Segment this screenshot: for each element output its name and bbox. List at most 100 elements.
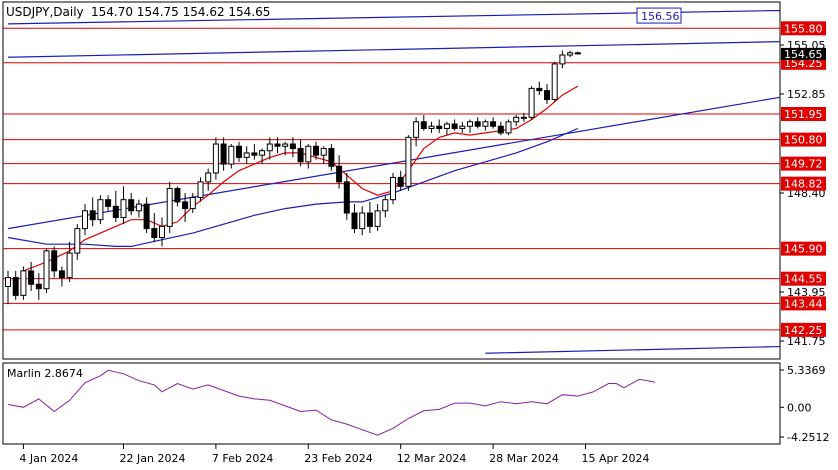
candle[interactable] (420, 115, 427, 131)
candlesticks[interactable] (5, 50, 581, 305)
candle[interactable] (474, 117, 481, 129)
candle[interactable] (274, 137, 281, 153)
candle[interactable] (58, 266, 65, 287)
candle[interactable] (228, 144, 235, 169)
candle-body (359, 212, 366, 230)
candle[interactable] (544, 83, 550, 104)
level-label-box (781, 156, 826, 171)
candle[interactable] (351, 204, 358, 234)
candle[interactable] (459, 121, 466, 133)
candle[interactable] (112, 190, 119, 222)
candle-body (220, 143, 227, 165)
candle-body (374, 210, 381, 227)
candle-body (536, 87, 543, 92)
candle[interactable] (428, 121, 435, 133)
candle[interactable] (43, 248, 50, 294)
level-label: 154.25 (784, 57, 823, 70)
candle[interactable] (413, 117, 420, 147)
candle[interactable] (66, 241, 73, 283)
candle[interactable] (251, 144, 258, 160)
candle[interactable] (513, 115, 520, 127)
candle-body (574, 52, 581, 55)
candle[interactable] (243, 146, 250, 165)
candle[interactable] (297, 139, 304, 167)
candle[interactable] (82, 204, 88, 236)
candle[interactable] (189, 193, 196, 214)
candle[interactable] (205, 168, 212, 191)
candle[interactable] (266, 137, 273, 160)
candle[interactable] (5, 270, 11, 305)
candle[interactable] (320, 146, 327, 165)
candle[interactable] (135, 199, 142, 218)
channel-line (7, 41, 781, 58)
time-axis: 4 Jan 2024 22 Jan 2024 7 Feb 2024 23 Feb 20… (19, 444, 650, 465)
candle-body (497, 125, 504, 134)
candle[interactable] (313, 141, 319, 160)
candle[interactable] (559, 50, 566, 69)
candle[interactable] (374, 204, 381, 231)
candle[interactable] (397, 170, 404, 191)
candle[interactable] (467, 119, 473, 133)
candle-body (351, 212, 358, 230)
candle-body (413, 121, 420, 138)
candle[interactable] (28, 261, 35, 291)
price-tick-label: 152.85 (787, 88, 826, 101)
candle[interactable] (166, 181, 173, 234)
candle-body (12, 277, 19, 296)
candle[interactable] (197, 177, 204, 202)
candle-body (205, 172, 212, 183)
candle[interactable] (443, 121, 450, 136)
candle[interactable] (574, 51, 581, 55)
candle[interactable] (128, 193, 135, 216)
candle[interactable] (151, 213, 158, 242)
level-label: 148.82 (784, 178, 823, 191)
candle[interactable] (405, 135, 412, 191)
candle[interactable] (343, 172, 350, 220)
candle[interactable] (89, 197, 96, 227)
candle-body (266, 143, 273, 152)
candle[interactable] (12, 270, 19, 300)
candle[interactable] (212, 137, 219, 180)
candle[interactable] (259, 148, 266, 165)
candle-body (382, 199, 389, 212)
candle[interactable] (436, 119, 443, 133)
candle[interactable] (536, 81, 543, 96)
candle[interactable] (143, 197, 150, 234)
candle[interactable] (359, 206, 366, 236)
candle[interactable] (328, 144, 335, 171)
candle[interactable] (51, 246, 58, 278)
candle[interactable] (490, 117, 497, 129)
candle[interactable] (105, 195, 112, 211)
candle[interactable] (35, 273, 42, 300)
candle[interactable] (336, 155, 343, 189)
candle[interactable] (366, 201, 373, 234)
candle[interactable] (159, 217, 165, 247)
candle[interactable] (551, 61, 558, 102)
candle-body (366, 212, 373, 227)
candle[interactable] (220, 137, 227, 171)
candle-body (236, 145, 242, 158)
candle[interactable] (97, 195, 104, 225)
candle[interactable] (482, 119, 489, 131)
candle-body (313, 145, 319, 156)
candle[interactable] (505, 119, 512, 136)
candle[interactable] (520, 112, 527, 122)
candle[interactable] (305, 144, 312, 169)
candle[interactable] (74, 224, 81, 260)
candle[interactable] (182, 193, 189, 222)
candle[interactable] (567, 50, 574, 58)
candle-body (528, 87, 535, 118)
candle[interactable] (282, 141, 289, 156)
candle[interactable] (236, 141, 242, 162)
candle[interactable] (20, 266, 27, 300)
candle[interactable] (289, 137, 296, 158)
candle[interactable] (497, 121, 504, 136)
candle-body (482, 121, 489, 127)
candle-body (320, 147, 327, 156)
candle[interactable] (174, 186, 181, 207)
candle[interactable] (120, 186, 127, 225)
candle[interactable] (382, 195, 389, 218)
candle[interactable] (390, 172, 396, 205)
candle[interactable] (451, 119, 458, 131)
candle[interactable] (528, 86, 535, 120)
